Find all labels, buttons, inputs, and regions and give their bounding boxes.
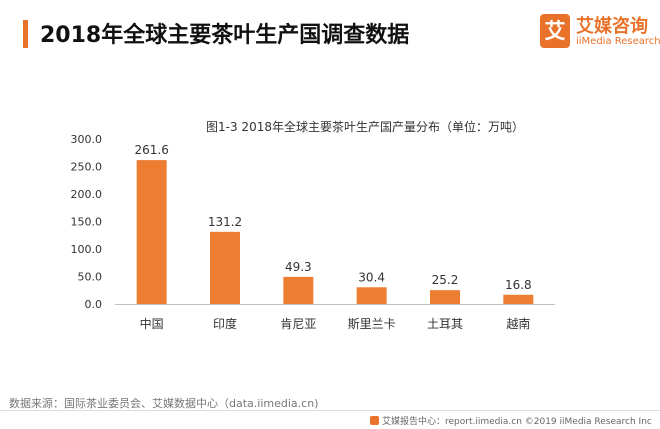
logo: 艾 艾媒咨询 iiMedia Research xyxy=(540,14,660,56)
value-label: 261.6 xyxy=(134,143,168,157)
value-labels: 261.6 131.2 49.3 30.4 25.2 16.8 xyxy=(134,143,531,292)
footer-credit: 艾媒报告中心：report.iimedia.cn ©2019 iiMedia R… xyxy=(370,414,652,427)
category-label: 越南 xyxy=(506,316,530,331)
bar xyxy=(356,287,387,304)
logo-text-en: iiMedia Research xyxy=(576,36,660,47)
y-tick-label: 100.0 xyxy=(71,243,103,256)
bar xyxy=(136,160,167,304)
value-label: 16.8 xyxy=(505,278,532,292)
value-label: 131.2 xyxy=(208,215,242,229)
category-label: 中国 xyxy=(140,316,164,331)
category-label: 斯里兰卡 xyxy=(348,317,396,331)
bar xyxy=(283,276,314,304)
report-center-icon xyxy=(370,416,379,425)
category-label: 土耳其 xyxy=(427,317,463,331)
y-tick-label: 150.0 xyxy=(71,216,103,229)
y-tick-label: 200.0 xyxy=(71,188,103,201)
y-tick-label: 250.0 xyxy=(71,161,103,174)
bars xyxy=(136,160,534,304)
y-axis: 0.0 50.0 100.0 150.0 200.0 250.0 300.0 xyxy=(71,133,103,311)
category-label: 肯尼亚 xyxy=(280,317,316,331)
bar xyxy=(210,231,240,304)
page-title: 2018年全球主要茶叶生产国调查数据 xyxy=(40,23,410,48)
bar xyxy=(503,294,534,304)
y-tick-label: 0.0 xyxy=(85,298,103,311)
y-tick-label: 50.0 xyxy=(78,271,103,284)
bar xyxy=(430,290,460,304)
category-label: 印度 xyxy=(213,316,237,331)
title-accent-bar xyxy=(23,20,28,48)
logo-mark-icon: 艾 xyxy=(540,14,570,48)
value-label: 30.4 xyxy=(358,270,385,284)
y-tick-label: 300.0 xyxy=(71,133,103,146)
data-source: 数据来源：国际茶业委员会、艾媒数据中心（data.iimedia.cn) xyxy=(9,397,319,410)
chart-title: 图1-3 2018年全球主要茶叶生产国产量分布（单位：万吨） xyxy=(206,119,524,134)
x-axis-labels: 中国 印度 肯尼亚 斯里兰卡 土耳其 越南 xyxy=(140,316,531,331)
footer-divider xyxy=(0,410,660,411)
header: 2018年全球主要茶叶生产国调查数据 艾 艾媒咨询 iiMedia Resear… xyxy=(0,0,660,70)
footer-credit-text: 艾媒报告中心：report.iimedia.cn ©2019 iiMedia R… xyxy=(382,417,652,427)
logo-text-cn: 艾媒咨询 xyxy=(576,16,648,37)
value-label: 25.2 xyxy=(432,273,459,287)
value-label: 49.3 xyxy=(285,260,312,274)
